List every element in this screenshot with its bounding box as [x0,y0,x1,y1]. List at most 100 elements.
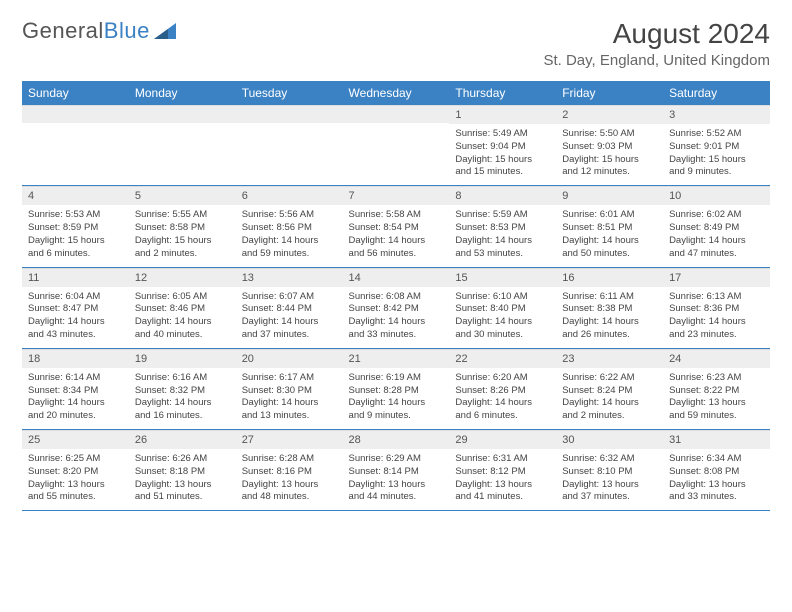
daylight-text: Daylight: 13 hours and 55 minutes. [28,479,123,505]
daylight-text: Daylight: 14 hours and 6 minutes. [455,397,550,423]
sunset-text: Sunset: 9:03 PM [562,141,657,154]
header: GeneralBlue August 2024 St. Day, England… [22,18,770,69]
daylight-text: Daylight: 14 hours and 59 minutes. [242,235,337,261]
daylight-text: Daylight: 13 hours and 59 minutes. [669,397,764,423]
daylight-text: Daylight: 13 hours and 48 minutes. [242,479,337,505]
sunset-text: Sunset: 8:53 PM [455,222,550,235]
sunrise-text: Sunrise: 6:25 AM [28,453,123,466]
day-body: Sunrise: 5:52 AMSunset: 9:01 PMDaylight:… [663,124,770,185]
daylight-text: Daylight: 15 hours and 6 minutes. [28,235,123,261]
sunset-text: Sunset: 8:08 PM [669,466,764,479]
day-number [236,105,343,123]
sunrise-text: Sunrise: 6:01 AM [562,209,657,222]
day-cell: 19Sunrise: 6:16 AMSunset: 8:32 PMDayligh… [129,348,236,429]
daylight-text: Daylight: 14 hours and 23 minutes. [669,316,764,342]
day-cell: 8Sunrise: 5:59 AMSunset: 8:53 PMDaylight… [449,186,556,267]
day-cell: 30Sunrise: 6:32 AMSunset: 8:10 PMDayligh… [556,430,663,511]
day-body: Sunrise: 6:22 AMSunset: 8:24 PMDaylight:… [556,368,663,429]
location: St. Day, England, United Kingdom [543,52,770,69]
sunset-text: Sunset: 8:42 PM [349,303,444,316]
logo-triangle-icon [154,23,176,39]
day-number: 2 [556,105,663,124]
sunrise-text: Sunrise: 5:59 AM [455,209,550,222]
day-header: Friday [556,81,663,105]
day-body: Sunrise: 5:56 AMSunset: 8:56 PMDaylight:… [236,205,343,266]
daylight-text: Daylight: 14 hours and 16 minutes. [135,397,230,423]
sunset-text: Sunset: 9:01 PM [669,141,764,154]
sunrise-text: Sunrise: 6:20 AM [455,372,550,385]
day-cell [236,105,343,186]
day-body: Sunrise: 6:34 AMSunset: 8:08 PMDaylight:… [663,449,770,510]
day-cell: 23Sunrise: 6:22 AMSunset: 8:24 PMDayligh… [556,348,663,429]
day-body: Sunrise: 6:17 AMSunset: 8:30 PMDaylight:… [236,368,343,429]
day-body: Sunrise: 5:59 AMSunset: 8:53 PMDaylight:… [449,205,556,266]
sunset-text: Sunset: 8:49 PM [669,222,764,235]
sunrise-text: Sunrise: 6:31 AM [455,453,550,466]
day-body: Sunrise: 6:01 AMSunset: 8:51 PMDaylight:… [556,205,663,266]
day-number: 9 [556,186,663,205]
sunset-text: Sunset: 8:38 PM [562,303,657,316]
sunrise-text: Sunrise: 6:22 AM [562,372,657,385]
month-title: August 2024 [543,18,770,50]
day-cell: 31Sunrise: 6:34 AMSunset: 8:08 PMDayligh… [663,430,770,511]
daylight-text: Daylight: 13 hours and 44 minutes. [349,479,444,505]
sunrise-text: Sunrise: 6:05 AM [135,291,230,304]
day-body: Sunrise: 6:04 AMSunset: 8:47 PMDaylight:… [22,287,129,348]
day-body: Sunrise: 6:08 AMSunset: 8:42 PMDaylight:… [343,287,450,348]
sunset-text: Sunset: 8:56 PM [242,222,337,235]
day-number: 16 [556,268,663,287]
day-number: 5 [129,186,236,205]
day-number: 4 [22,186,129,205]
day-cell: 5Sunrise: 5:55 AMSunset: 8:58 PMDaylight… [129,186,236,267]
sunset-text: Sunset: 8:51 PM [562,222,657,235]
day-cell [129,105,236,186]
day-body: Sunrise: 6:32 AMSunset: 8:10 PMDaylight:… [556,449,663,510]
daylight-text: Daylight: 14 hours and 37 minutes. [242,316,337,342]
day-body: Sunrise: 6:05 AMSunset: 8:46 PMDaylight:… [129,287,236,348]
sunset-text: Sunset: 8:58 PM [135,222,230,235]
sunrise-text: Sunrise: 6:34 AM [669,453,764,466]
sunrise-text: Sunrise: 5:49 AM [455,128,550,141]
daylight-text: Daylight: 14 hours and 47 minutes. [669,235,764,261]
day-body: Sunrise: 5:49 AMSunset: 9:04 PMDaylight:… [449,124,556,185]
day-cell: 21Sunrise: 6:19 AMSunset: 8:28 PMDayligh… [343,348,450,429]
day-body: Sunrise: 6:25 AMSunset: 8:20 PMDaylight:… [22,449,129,510]
logo-text-2: Blue [104,18,150,44]
day-body: Sunrise: 6:02 AMSunset: 8:49 PMDaylight:… [663,205,770,266]
logo-text-1: General [22,18,104,44]
day-body: Sunrise: 6:16 AMSunset: 8:32 PMDaylight:… [129,368,236,429]
day-number: 1 [449,105,556,124]
sunset-text: Sunset: 8:16 PM [242,466,337,479]
sunrise-text: Sunrise: 6:14 AM [28,372,123,385]
week-row: 1Sunrise: 5:49 AMSunset: 9:04 PMDaylight… [22,105,770,186]
day-body: Sunrise: 6:23 AMSunset: 8:22 PMDaylight:… [663,368,770,429]
week-row: 25Sunrise: 6:25 AMSunset: 8:20 PMDayligh… [22,430,770,511]
day-cell: 18Sunrise: 6:14 AMSunset: 8:34 PMDayligh… [22,348,129,429]
sunrise-text: Sunrise: 5:55 AM [135,209,230,222]
day-body: Sunrise: 6:26 AMSunset: 8:18 PMDaylight:… [129,449,236,510]
sunset-text: Sunset: 8:28 PM [349,385,444,398]
logo: GeneralBlue [22,18,176,44]
day-cell: 15Sunrise: 6:10 AMSunset: 8:40 PMDayligh… [449,267,556,348]
day-cell: 27Sunrise: 6:28 AMSunset: 8:16 PMDayligh… [236,430,343,511]
daylight-text: Daylight: 14 hours and 56 minutes. [349,235,444,261]
daylight-text: Daylight: 14 hours and 26 minutes. [562,316,657,342]
sunrise-text: Sunrise: 6:23 AM [669,372,764,385]
sunset-text: Sunset: 9:04 PM [455,141,550,154]
sunset-text: Sunset: 8:26 PM [455,385,550,398]
day-cell: 9Sunrise: 6:01 AMSunset: 8:51 PMDaylight… [556,186,663,267]
day-number: 23 [556,349,663,368]
day-cell: 2Sunrise: 5:50 AMSunset: 9:03 PMDaylight… [556,105,663,186]
day-body: Sunrise: 6:13 AMSunset: 8:36 PMDaylight:… [663,287,770,348]
day-header: Monday [129,81,236,105]
day-number: 14 [343,268,450,287]
sunset-text: Sunset: 8:54 PM [349,222,444,235]
day-cell: 10Sunrise: 6:02 AMSunset: 8:49 PMDayligh… [663,186,770,267]
day-body: Sunrise: 6:20 AMSunset: 8:26 PMDaylight:… [449,368,556,429]
sunset-text: Sunset: 8:34 PM [28,385,123,398]
sunrise-text: Sunrise: 6:08 AM [349,291,444,304]
calendar-table: Sunday Monday Tuesday Wednesday Thursday… [22,81,770,511]
day-body [129,123,236,181]
sunrise-text: Sunrise: 6:04 AM [28,291,123,304]
daylight-text: Daylight: 13 hours and 41 minutes. [455,479,550,505]
